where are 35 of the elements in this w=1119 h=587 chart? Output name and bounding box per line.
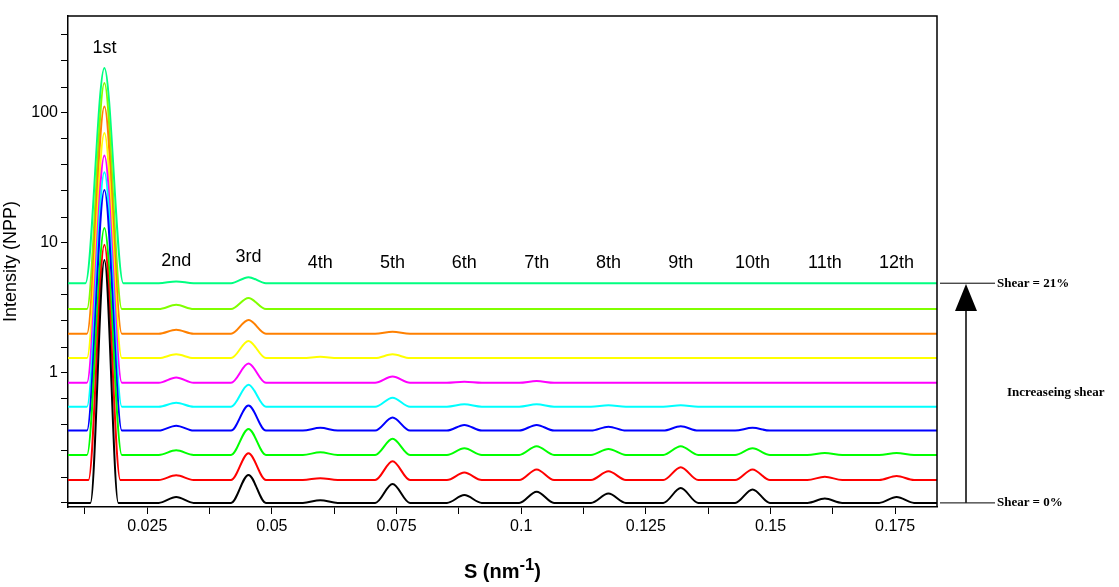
line-series: [68, 227, 937, 456]
annotation: 11th: [807, 252, 842, 273]
line-series: [68, 66, 937, 285]
text: Shear = 21%: [997, 274, 1070, 290]
line-series: [68, 132, 937, 360]
text: Shear = 0%: [997, 494, 1063, 510]
x-tick-label: 0.05: [256, 517, 288, 535]
annotation: 6th: [451, 252, 477, 273]
annotation: 3rd: [235, 246, 262, 267]
annotation: 4th: [307, 252, 333, 273]
annotation: 2nd: [161, 250, 192, 271]
x-tick-label: 0.075: [376, 517, 417, 535]
annotation: 10th: [735, 252, 771, 273]
annotation: 12th: [879, 252, 915, 273]
annotation: 1st: [92, 36, 117, 57]
line-series: [68, 189, 937, 432]
y-tick-label: 1: [49, 363, 59, 381]
x-tick-label: 0.1: [510, 517, 533, 535]
annotation: 7th: [524, 252, 550, 273]
annotation: 5th: [380, 252, 406, 273]
line-series: [68, 82, 937, 311]
x-tick-label: 0.15: [754, 517, 787, 535]
x-axis-title: S (nm$^{-1}$): [463, 555, 542, 583]
y-tick-label: 100: [31, 103, 59, 121]
line-series: [68, 171, 937, 408]
annotation: 9th: [668, 252, 694, 273]
y-tick-label: 10: [40, 233, 59, 251]
text: Increaseing shear: [1007, 384, 1105, 400]
line-series: [68, 105, 937, 335]
y-axis-title: Intensity (NPP): [0, 200, 20, 323]
x-tick-label: 0.025: [127, 517, 168, 535]
annotation: 8th: [595, 252, 621, 273]
x-tick-label: 0.125: [625, 517, 666, 535]
line-series: [68, 154, 937, 384]
x-tick-label: 0.175: [875, 517, 916, 535]
